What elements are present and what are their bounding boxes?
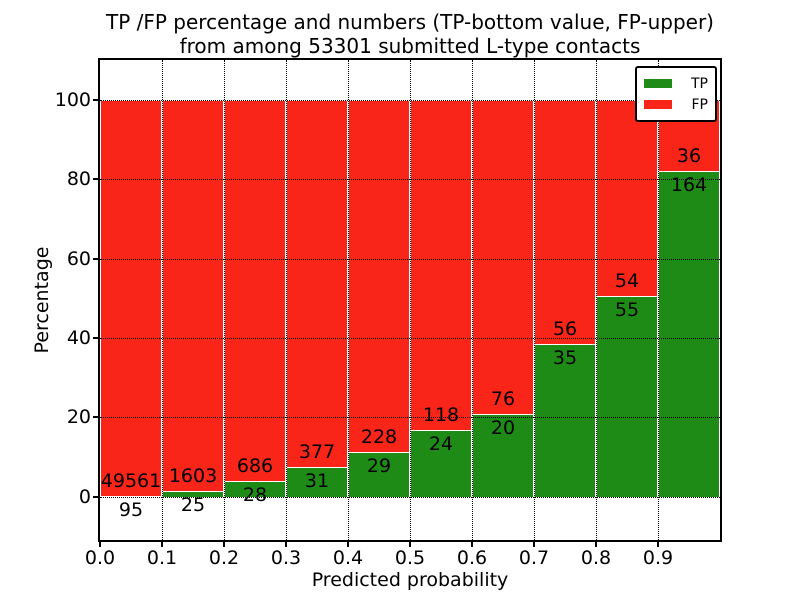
x-tick-mark xyxy=(409,540,411,547)
tp-count-label: 24 xyxy=(428,432,454,455)
fp-bar-segment xyxy=(348,99,410,452)
y-tick-label: 0 xyxy=(78,485,91,508)
legend-item-tp: TP xyxy=(644,73,708,94)
x-tick-label: 0.4 xyxy=(332,547,364,569)
tp-bar-segment xyxy=(286,466,348,497)
x-tick-mark xyxy=(99,540,101,547)
x-tick-mark xyxy=(533,540,535,547)
chart-title-line1: TP /FP percentage and numbers (TP-bottom… xyxy=(106,10,714,34)
fp-bar-segment xyxy=(596,99,658,297)
y-tick-label: 80 xyxy=(66,168,91,191)
y-tick-mark xyxy=(93,257,100,260)
x-tick-label: 0.1 xyxy=(146,547,178,569)
fp-bar-segment xyxy=(224,99,286,482)
fp-count-label: 76 xyxy=(490,388,516,410)
x-tick-label: 0.0 xyxy=(84,547,116,569)
plot-area: 49561 95 1603 25 686 28 377 31 228 29 118 24 76 20 56 3… xyxy=(98,58,722,542)
x-tick-label: 0.8 xyxy=(580,547,612,569)
tp-count-label: 31 xyxy=(304,469,330,492)
x-tick-label: 0.7 xyxy=(518,547,550,569)
vertical-gridline xyxy=(286,60,287,540)
vertical-gridline xyxy=(224,60,225,540)
x-tick-label: 0.6 xyxy=(456,547,488,569)
legend-item-fp: FP xyxy=(644,94,708,115)
tp-count-label: 29 xyxy=(366,454,392,477)
fp-count-label: 49561 xyxy=(100,469,162,492)
legend: TP FP xyxy=(635,66,717,122)
tp-count-label: 35 xyxy=(552,347,578,370)
fp-count-label: 56 xyxy=(552,318,578,341)
fp-count-label: 118 xyxy=(422,403,460,426)
tp-bar-segment xyxy=(100,495,162,497)
y-tick-mark xyxy=(93,416,100,419)
x-tick-label: 0.3 xyxy=(270,547,302,569)
chart-title: TP /FP percentage and numbers (TP-bottom… xyxy=(100,10,720,58)
tp-legend-swatch xyxy=(644,79,672,88)
x-tick-mark xyxy=(161,540,163,547)
y-axis-label: Percentage xyxy=(31,246,53,354)
x-tick-mark xyxy=(223,540,225,547)
vertical-gridline xyxy=(534,60,535,540)
y-tick-label: 20 xyxy=(66,406,91,429)
x-tick-mark xyxy=(595,540,597,547)
fp-bar-segment xyxy=(534,99,596,344)
vertical-gridline xyxy=(410,60,411,540)
y-tick-mark xyxy=(93,336,100,339)
tp-bar-segment xyxy=(410,429,472,497)
fp-legend-swatch xyxy=(644,100,672,109)
fp-bar-segment xyxy=(410,99,472,430)
tp-bar-segment xyxy=(472,414,534,497)
x-tick-label: 0.9 xyxy=(642,547,674,569)
tp-bar-segment xyxy=(596,296,658,497)
fp-count-label: 686 xyxy=(236,455,274,478)
fp-legend-label: FP xyxy=(691,96,709,113)
y-tick-mark xyxy=(93,98,100,101)
tp-count-label: 25 xyxy=(180,493,206,516)
x-tick-mark xyxy=(347,540,349,547)
fp-count-label: 377 xyxy=(298,440,336,463)
tp-bar-segment xyxy=(348,451,410,497)
fp-count-label: 228 xyxy=(360,425,398,448)
fp-bar-segment xyxy=(162,99,224,491)
x-tick-mark xyxy=(285,540,287,547)
fp-bar-segment xyxy=(286,99,348,467)
tp-count-label: 20 xyxy=(490,417,516,439)
tp-bar-segment xyxy=(658,171,720,497)
tp-count-label: 164 xyxy=(670,174,708,197)
y-tick-label: 40 xyxy=(66,326,91,349)
tp-legend-label: TP xyxy=(691,75,708,92)
vertical-gridline xyxy=(162,60,163,540)
x-tick-mark xyxy=(471,540,473,547)
vertical-gridline xyxy=(348,60,349,540)
fp-count-label: 1603 xyxy=(168,464,218,487)
fp-bar-segment xyxy=(472,99,534,414)
fp-count-label: 36 xyxy=(676,145,702,168)
chart-title-line2: from among 53301 submitted L-type contac… xyxy=(179,34,641,58)
vertical-gridline xyxy=(472,60,473,540)
x-axis-label: Predicted probability xyxy=(311,569,509,591)
vertical-gridline xyxy=(596,60,597,540)
y-tick-mark xyxy=(93,178,100,181)
y-tick-mark xyxy=(93,495,100,498)
x-tick-label: 0.2 xyxy=(208,547,240,569)
x-tick-label: 0.5 xyxy=(394,547,426,569)
y-tick-label: 100 xyxy=(54,88,91,111)
tp-bar-segment xyxy=(534,344,596,497)
fp-bar-segment xyxy=(100,99,162,496)
fp-count-label: 54 xyxy=(614,270,640,293)
y-tick-label: 60 xyxy=(66,247,91,270)
tp-count-label: 55 xyxy=(614,299,640,322)
tp-count-label: 28 xyxy=(242,484,268,507)
vertical-gridline xyxy=(658,60,659,540)
x-tick-mark xyxy=(657,540,659,547)
tp-count-label: 95 xyxy=(118,498,144,521)
